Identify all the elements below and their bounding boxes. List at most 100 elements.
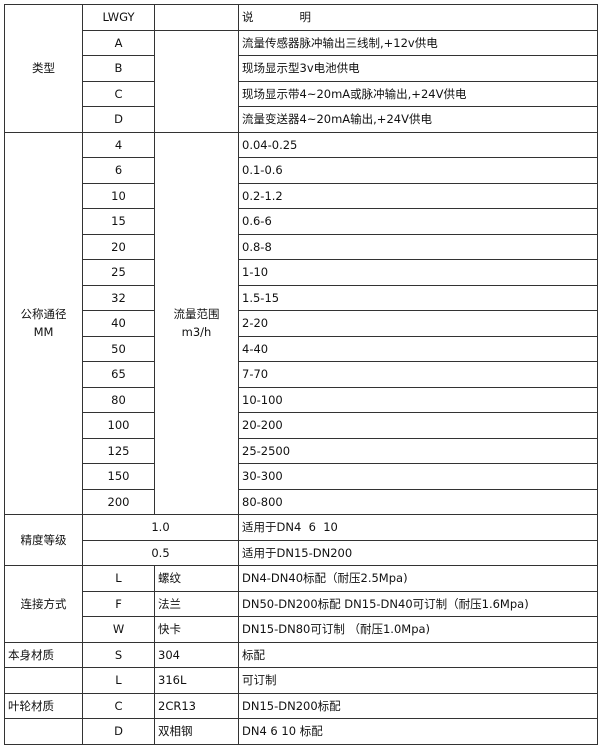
diameter-value: 4 (82, 131, 155, 158)
diameter-value: 15 (82, 208, 155, 235)
flow-range-value: 0.2-1.2 (238, 182, 598, 209)
accuracy-label: 精度等级 (4, 514, 83, 566)
connection-desc: DN15-DN80可订制 （耐压1.0Mpa) (238, 616, 598, 643)
diameter-value: 80 (82, 386, 155, 413)
accuracy-grade: 0.5 (82, 539, 239, 566)
material-desc: DN15-DN200标配 (238, 692, 598, 719)
body-material-label: 本身材质 (4, 641, 83, 668)
diameter-value: 65 (82, 361, 155, 388)
table-row: 6 0.1-0.6 (5, 157, 598, 184)
table-row: A 流量传感器脉冲输出三线制,+12v供电 (5, 29, 598, 133)
flow-label-line1: 流量范围 (173, 307, 220, 322)
connection-name: 法兰 (154, 590, 239, 617)
connection-label: 连接方式 (4, 565, 83, 643)
flow-range-value: 1-10 (238, 259, 598, 286)
table-row: C 现场显示带4~20mA或脉冲输出,+24V供电 (5, 80, 598, 107)
connection-name: 快卡 (154, 616, 239, 643)
flow-range-value: 80-800 (238, 488, 598, 515)
diameter-value: 150 (82, 463, 155, 490)
table-row: 50 4-40 (5, 335, 598, 362)
accuracy-desc: 适用于DN15-DN200 (238, 539, 598, 566)
material-name: 2CR13 (154, 692, 239, 719)
material-desc: 标配 (238, 641, 598, 668)
material-code: D (82, 718, 155, 745)
table-row: 25 1-10 (5, 259, 598, 286)
desc-header: 说 明 (238, 4, 598, 31)
table-row: 15 0.6-6 (5, 208, 598, 235)
table-row: L 316L 可订制 (4, 667, 598, 694)
diameter-value: 40 (82, 310, 155, 337)
table-row: F 法兰 DN50-DN200标配 DN15-DN40可订制（耐压1.6Mpa) (5, 590, 598, 617)
type-desc: 现场显示型3v电池供电 (238, 55, 598, 82)
flow-range-value: 1.5-15 (238, 284, 598, 311)
diameter-label-line1: 公称通径 (20, 307, 67, 322)
material-desc: 可订制 (238, 667, 598, 694)
material-name: 304 (154, 641, 239, 668)
table-row: 叶轮材质 C 2CR13 DN15-DN200标配 (4, 692, 598, 719)
connection-code: F (82, 590, 155, 617)
flow-range-label: 流量范围 m3/h (154, 131, 239, 515)
flow-range-value: 4-40 (238, 335, 598, 362)
diameter-value: 100 (82, 412, 155, 439)
diameter-value: 6 (82, 157, 155, 184)
diameter-value: 125 (82, 437, 155, 464)
diameter-value: 25 (82, 259, 155, 286)
flow-label-line2: m3/h (181, 325, 212, 340)
table-row: 40 2-20 (5, 310, 598, 337)
diameter-value: 50 (82, 335, 155, 362)
model-code: LWGY (82, 4, 155, 31)
material-code: S (82, 641, 155, 668)
table-row: 精度等级 1.0 适用于DN4 6 10 (4, 514, 598, 566)
connection-desc: DN4-DN40标配（耐压2.5Mpa) (238, 565, 598, 592)
type-empty-cell (154, 29, 239, 133)
type-desc: 流量变送器4~20mA输出,+24V供电 (238, 106, 598, 133)
impeller-material-label: 叶轮材质 (4, 692, 83, 719)
type-code: D (82, 106, 155, 133)
header-row: 类型 LWGY 说 明 (4, 4, 598, 133)
material-code: L (82, 667, 155, 694)
material-desc: DN4 6 10 标配 (238, 718, 598, 745)
accuracy-grade: 1.0 (82, 514, 239, 541)
type-code: B (82, 55, 155, 82)
accuracy-desc: 适用于DN4 6 10 (238, 514, 598, 541)
diameter-value: 200 (82, 488, 155, 515)
connection-code: L (82, 565, 155, 592)
type-code: A (82, 29, 155, 56)
header-empty-cell (154, 4, 239, 31)
connection-name: 螺纹 (154, 565, 239, 592)
flow-range-value: 2-20 (238, 310, 598, 337)
table-row: 200 80-800 (5, 488, 598, 515)
flow-range-value: 0.8-8 (238, 233, 598, 260)
flow-range-value: 30-300 (238, 463, 598, 490)
type-label: 类型 (4, 4, 83, 133)
flow-range-value: 20-200 (238, 412, 598, 439)
table-row: 公称通径 MM 4 流量范围 m3/h 0.04-0.25 (4, 131, 598, 515)
flow-range-value: 7-70 (238, 361, 598, 388)
connection-desc: DN50-DN200标配 DN15-DN40可订制（耐压1.6Mpa) (238, 590, 598, 617)
table-row: 10 0.2-1.2 (5, 182, 598, 209)
table-row: 125 25-2500 (5, 437, 598, 464)
table-row: 20 0.8-8 (5, 233, 598, 260)
diameter-value: 32 (82, 284, 155, 311)
table-row: W 快卡 DN15-DN80可订制 （耐压1.0Mpa) (5, 616, 598, 643)
diameter-value: 10 (82, 182, 155, 209)
flow-range-value: 25-2500 (238, 437, 598, 464)
type-code: C (82, 80, 155, 107)
connection-code: W (82, 616, 155, 643)
table-row: B 现场显示型3v电池供电 (5, 55, 598, 82)
empty-cell (4, 718, 83, 745)
diameter-label: 公称通径 MM (4, 131, 83, 515)
table-row: 65 7-70 (5, 361, 598, 388)
diameter-label-line2: MM (33, 325, 54, 340)
material-code: C (82, 692, 155, 719)
table-row: 本身材质 S 304 标配 (4, 641, 598, 668)
table-row: 100 20-200 (5, 412, 598, 439)
flow-range-value: 0.6-6 (238, 208, 598, 235)
flow-range-value: 0.1-0.6 (238, 157, 598, 184)
table-row: 80 10-100 (5, 386, 598, 413)
empty-cell (4, 667, 83, 694)
spec-table: 类型 LWGY 说 明 A 流量传感器脉冲输出三线制,+12v供电 B 现场显示… (4, 4, 598, 745)
table-row: 32 1.5-15 (5, 284, 598, 311)
table-row: D 双相钢 DN4 6 10 标配 (4, 718, 598, 745)
type-desc: 流量传感器脉冲输出三线制,+12v供电 (238, 29, 598, 56)
